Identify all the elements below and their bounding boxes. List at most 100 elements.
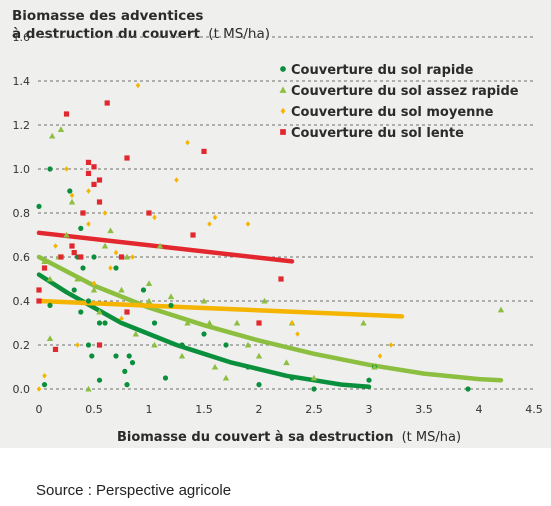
data-point-series-0 — [124, 382, 130, 388]
data-point-series-3 — [71, 250, 77, 256]
data-point-series-0 — [113, 353, 119, 359]
data-point-series-3 — [96, 342, 103, 348]
data-point-series-2 — [91, 280, 97, 287]
data-point-series-3 — [96, 199, 103, 205]
data-point-series-1 — [178, 352, 186, 359]
data-point-series-2 — [108, 265, 113, 271]
data-point-series-0 — [122, 368, 128, 374]
legend: Couverture du sol rapide Couverture du so… — [279, 63, 519, 141]
legend-marker-1 — [279, 86, 287, 93]
data-point-series-3 — [91, 181, 97, 187]
data-point-series-3 — [63, 111, 70, 117]
chart-panel: Biomasse des adventices à destruction du… — [0, 0, 551, 448]
data-point-series-0 — [85, 298, 92, 304]
data-point-series-3 — [124, 155, 130, 161]
data-point-series-3 — [96, 177, 103, 183]
data-point-series-0 — [245, 364, 251, 370]
data-point-series-0 — [85, 342, 92, 348]
y-tick-label: 1.2 — [13, 119, 31, 132]
data-point-series-3 — [256, 320, 262, 326]
data-point-series-0 — [71, 287, 77, 293]
data-point-series-1 — [96, 308, 103, 315]
data-point-series-2 — [185, 139, 190, 146]
trend-line-2 — [36, 298, 405, 319]
data-point-series-0 — [256, 382, 262, 388]
data-point-series-0 — [47, 166, 53, 172]
data-point-series-1 — [222, 374, 230, 381]
chart-title-line2: à destruction du couvert (t MS/ha) — [12, 26, 270, 42]
data-point-series-2 — [69, 192, 75, 199]
data-point-series-2 — [102, 210, 108, 216]
data-point-series-1 — [145, 280, 153, 286]
data-point-series-0 — [366, 377, 372, 383]
y-tick-label: 0.0 — [13, 383, 31, 396]
data-point-series-2 — [388, 342, 394, 348]
data-point-series-2 — [130, 254, 135, 260]
data-point-series-1 — [233, 319, 241, 326]
data-point-series-0 — [41, 382, 48, 388]
x-axis-ticks: 0 0.5 1 1.5 2 2.5 3 3.5 4 4.5 — [36, 403, 543, 416]
data-point-series-1 — [184, 319, 191, 326]
data-point-series-1 — [46, 275, 54, 282]
data-point-series-3 — [91, 164, 97, 170]
legend-marker-2 — [280, 107, 286, 115]
data-point-series-0 — [129, 360, 136, 366]
data-point-series-0 — [36, 203, 42, 209]
y-tick-label: 0.4 — [13, 295, 31, 308]
data-point-series-1 — [211, 363, 219, 370]
data-point-series-1 — [167, 293, 175, 300]
data-point-series-1 — [49, 132, 56, 139]
data-point-series-3 — [118, 254, 125, 260]
data-point-series-1 — [74, 275, 81, 282]
data-point-series-0 — [179, 342, 185, 348]
x-tick-label: 4 — [476, 403, 483, 416]
data-point-series-3 — [41, 265, 48, 271]
x-tick-label: 4.5 — [525, 403, 543, 416]
data-point-series-1 — [41, 258, 48, 264]
data-point-series-1 — [244, 341, 252, 348]
data-point-series-1 — [101, 242, 109, 249]
data-point-series-2 — [245, 221, 251, 227]
data-point-series-3 — [36, 287, 42, 293]
legend-marker-3 — [280, 129, 286, 135]
data-point-series-3 — [69, 243, 75, 249]
data-point-series-0 — [47, 302, 53, 308]
legend-marker-0 — [280, 66, 286, 72]
data-point-series-3 — [85, 170, 92, 176]
data-point-series-2 — [207, 221, 212, 227]
data-point-series-3 — [278, 276, 284, 282]
data-point-series-2 — [135, 82, 141, 89]
x-tick-label: 1 — [146, 403, 153, 416]
data-point-series-0 — [168, 302, 174, 308]
data-point-series-1 — [107, 227, 114, 234]
x-axis-label-unit: (t MS/ha) — [402, 430, 461, 445]
data-point-series-0 — [223, 342, 229, 348]
data-point-series-0 — [96, 377, 103, 383]
data-point-series-1 — [156, 242, 164, 249]
trend-lines — [36, 230, 504, 390]
data-point-series-2 — [377, 353, 383, 359]
data-point-series-1 — [46, 335, 54, 341]
x-axis-label: Biomasse du couvert à sa destruction (t … — [117, 430, 461, 445]
data-point-series-3 — [201, 148, 207, 154]
data-point-series-3 — [190, 232, 196, 238]
data-point-series-2 — [174, 177, 179, 183]
y-axis-ticks: 0.0 0.2 0.4 0.6 0.8 1.0 1.2 1.4 1.6 — [13, 31, 31, 396]
data-point-series-0 — [78, 225, 84, 231]
data-point-series-3 — [78, 254, 84, 260]
data-point-series-1 — [123, 253, 131, 260]
data-point-series-1 — [200, 297, 208, 304]
legend-label-0: Couverture du sol rapide — [291, 63, 474, 78]
data-point-series-1 — [68, 198, 76, 205]
data-point-series-0 — [78, 309, 84, 315]
data-point-series-1 — [145, 297, 153, 304]
y-tick-label: 0.2 — [13, 339, 31, 352]
data-point-series-1 — [118, 286, 125, 293]
chart-title-line2-main: à destruction du couvert — [12, 26, 201, 42]
data-point-series-0 — [311, 386, 317, 392]
data-point-series-2 — [86, 221, 91, 227]
data-point-series-1 — [63, 231, 70, 238]
weed-biomass-chart: Biomasse des adventices à destruction du… — [12, 8, 543, 445]
data-point-series-0 — [113, 265, 119, 271]
data-point-series-2 — [212, 214, 218, 221]
